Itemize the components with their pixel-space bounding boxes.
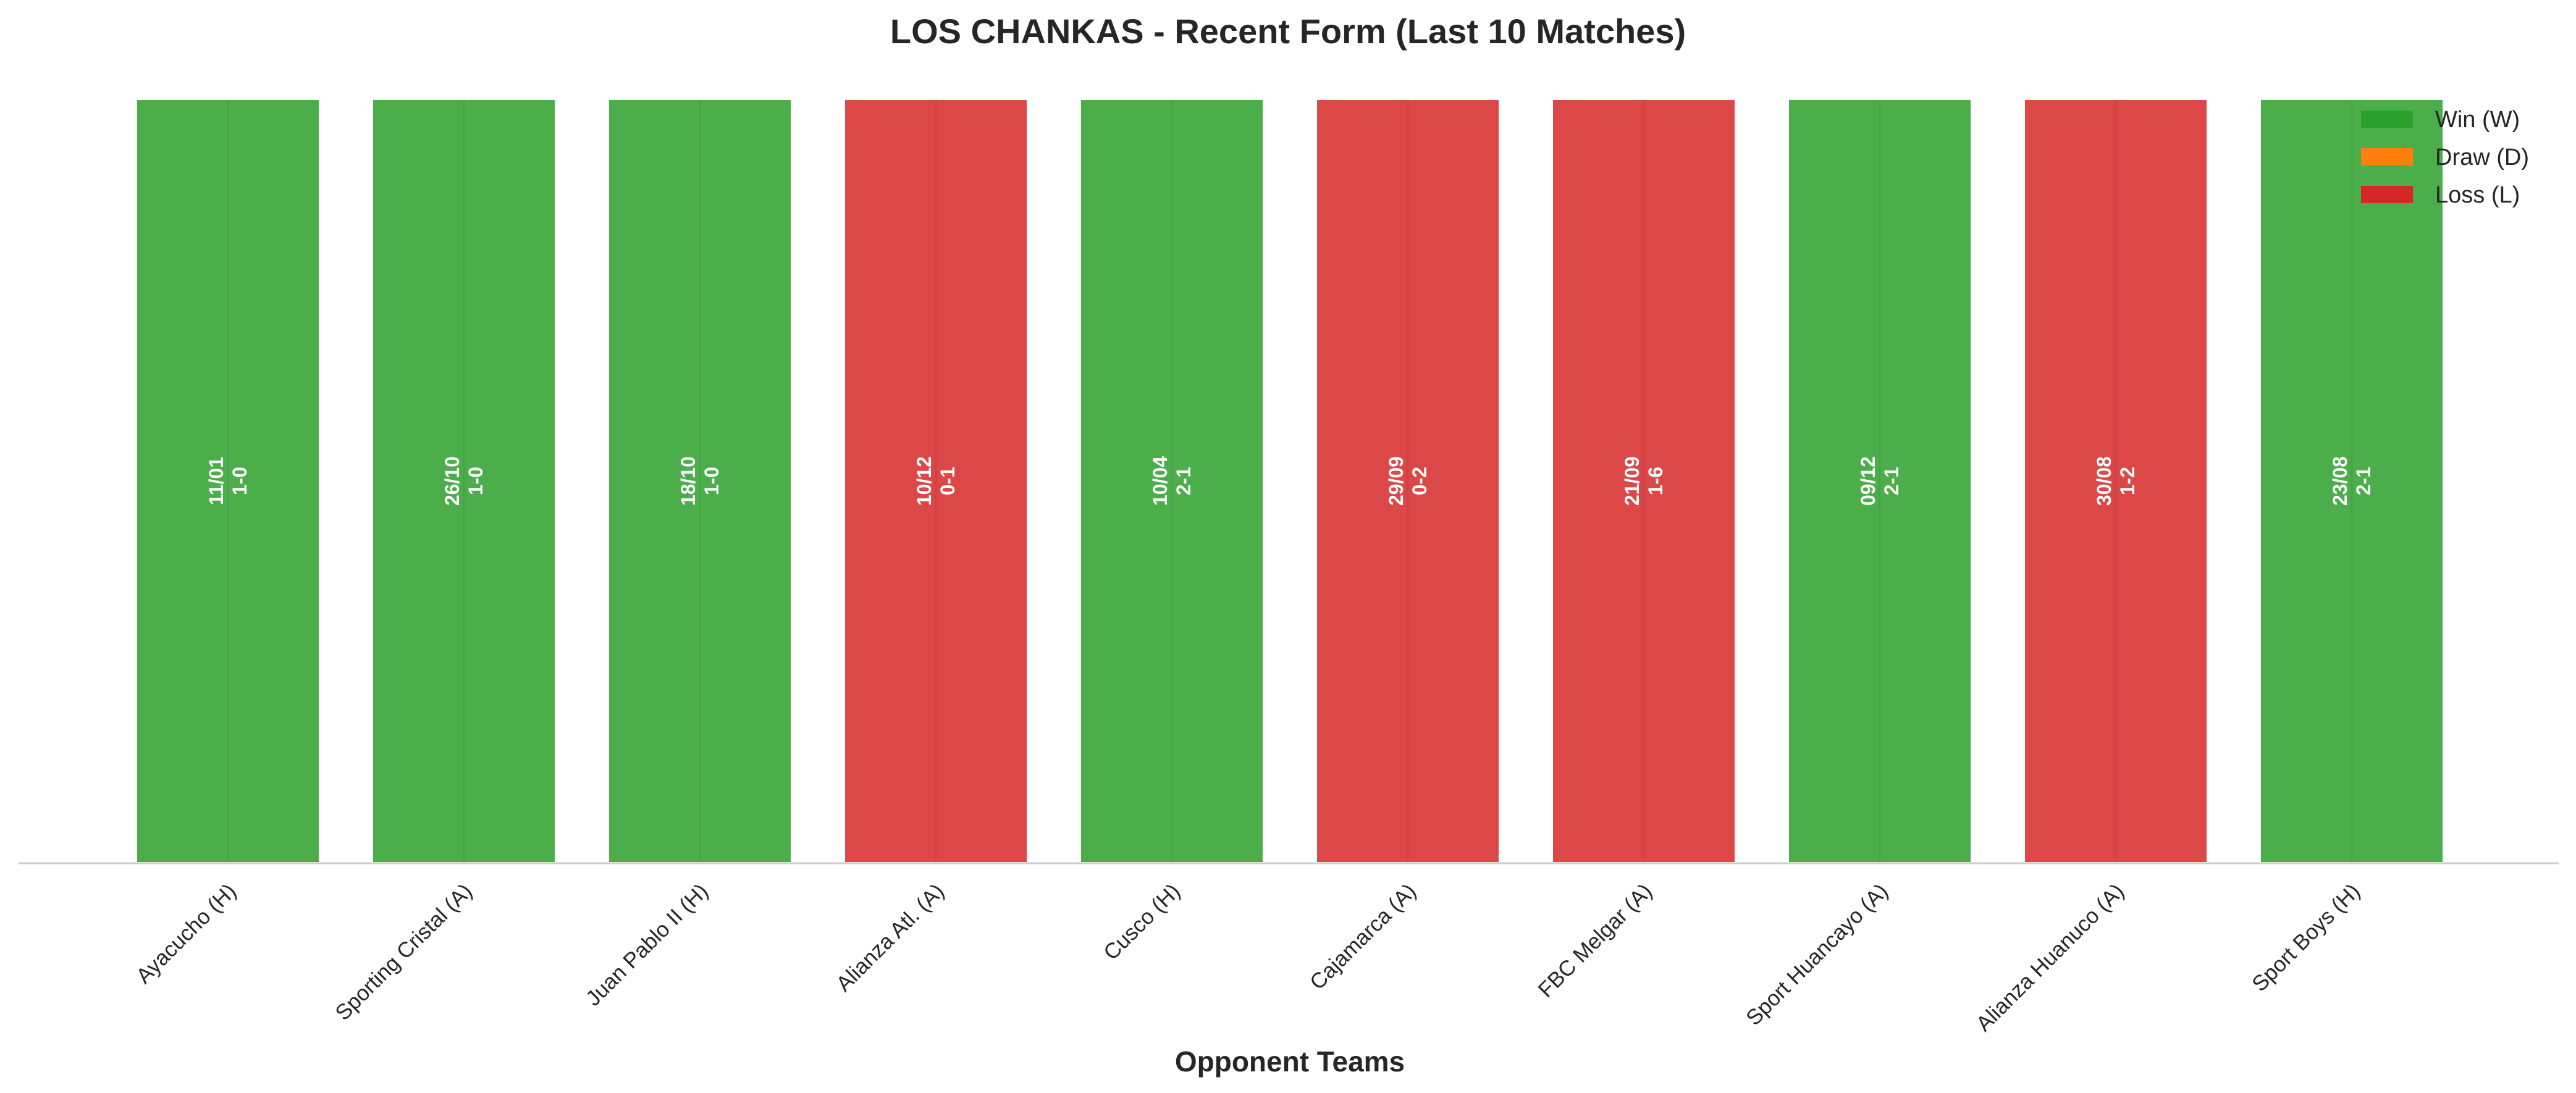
- match-score: 0-1: [937, 467, 959, 495]
- bar-data-label: 23/082-1: [2329, 456, 2375, 506]
- match-score: 1-6: [1644, 467, 1667, 495]
- x-tick-label: FBC Melgar (A): [1534, 879, 1657, 1002]
- bar-data-label: 29/090-2: [1385, 456, 1431, 506]
- match-score: 2-1: [2352, 467, 2375, 495]
- bar-10: [2258, 98, 2445, 865]
- x-tick-label: Cajamarca (A): [1305, 879, 1421, 994]
- match-date: 29/09: [1385, 456, 1407, 506]
- legend-swatch-l: [2361, 186, 2413, 203]
- match-score: 1-0: [465, 467, 487, 495]
- bar-data-label: 11/011-0: [205, 457, 251, 505]
- match-date: 11/01: [205, 457, 227, 505]
- x-tick-label: Juan Pablo II (H): [581, 879, 713, 1010]
- match-score: 0-2: [1408, 467, 1431, 495]
- chart-title: LOS CHANKAS - Recent Form (Last 10 Match…: [890, 12, 1686, 51]
- match-score: 1-0: [229, 467, 251, 495]
- bar-data-label: 30/081-2: [2093, 456, 2139, 506]
- bar-data-label: 21/091-6: [1621, 456, 1667, 506]
- match-date: 18/10: [677, 456, 699, 506]
- match-score: 1-0: [701, 467, 723, 495]
- x-tick-label: Alianza Huanuco (A): [1971, 879, 2129, 1036]
- legend-swatch-d: [2361, 148, 2413, 165]
- bar-3: [607, 98, 793, 865]
- x-axis-title: Opponent Teams: [1175, 1045, 1405, 1078]
- match-score: 1-2: [2116, 467, 2139, 495]
- bar-data-label: 10/042-1: [1149, 456, 1195, 506]
- match-date: 23/08: [2329, 456, 2351, 506]
- bar-7: [1551, 98, 1737, 865]
- bar-4: [843, 98, 1029, 865]
- legend-label-w: Win (W): [2435, 107, 2520, 133]
- bar-data-label: 18/101-0: [677, 456, 723, 506]
- x-tick-label: Sport Huancayo (A): [1741, 879, 1893, 1030]
- match-score: 2-1: [1172, 467, 1195, 495]
- x-tick-label: Alianza Atl. (A): [831, 879, 949, 996]
- match-date: 21/09: [1621, 456, 1643, 506]
- legend-label-l: Loss (L): [2435, 182, 2520, 208]
- legend-swatch-w: [2361, 111, 2413, 128]
- x-tick-labels: Ayacucho (H) Sporting Cristal (A) Juan Pab…: [132, 879, 2365, 1036]
- bar-2: [371, 98, 557, 865]
- bar-1: [135, 98, 321, 865]
- match-date: 30/08: [2093, 456, 2115, 506]
- match-date: 10/04: [1149, 456, 1171, 506]
- bar-5: [1079, 98, 1265, 865]
- bar-6: [1315, 98, 1501, 865]
- match-score: 2-1: [1880, 467, 1903, 495]
- x-tick-label: Ayacucho (H): [132, 879, 241, 988]
- bar-data-label: 10/120-1: [913, 456, 959, 506]
- legend-label-d: Draw (D): [2435, 144, 2529, 170]
- match-date: 09/12: [1857, 456, 1879, 506]
- legend: Win (W) Draw (D) Loss (L): [2361, 107, 2529, 208]
- match-date: 10/12: [913, 456, 935, 506]
- x-tick-label: Cusco (H): [1099, 879, 1185, 965]
- x-tick-label: Sporting Cristal (A): [330, 879, 477, 1025]
- x-tick-label: Sport Boys (H): [2247, 879, 2365, 996]
- bars-layer: 11/011-0 26/101-0 18/101-0 10/120-1 10/042-1…: [135, 98, 2445, 865]
- bar-data-label: 09/122-1: [1857, 456, 1903, 506]
- match-date: 26/10: [441, 456, 463, 506]
- bar-data-label: 26/101-0: [441, 456, 487, 506]
